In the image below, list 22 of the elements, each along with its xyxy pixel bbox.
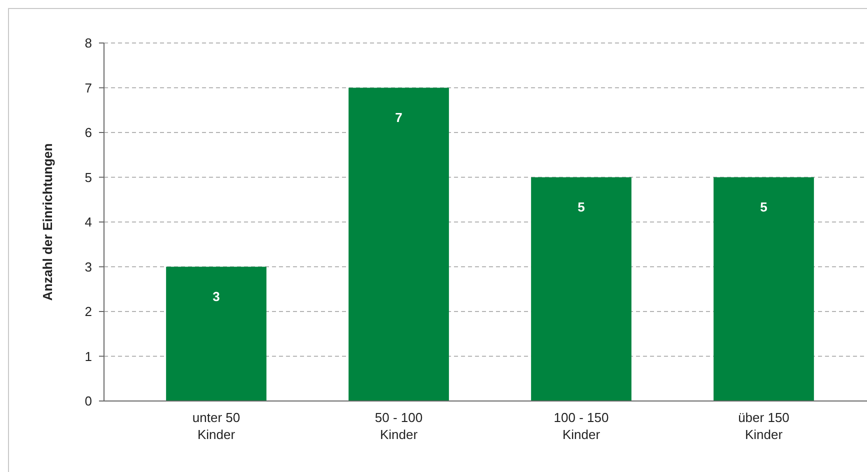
y-tick-label: 1 <box>84 348 92 364</box>
y-tick-label: 3 <box>84 259 92 274</box>
bar <box>714 177 814 401</box>
data-label: 7 <box>395 110 402 125</box>
bar <box>531 177 632 401</box>
data-label: 3 <box>212 288 220 304</box>
x-tick-label: 50 - 100 Kinder <box>374 410 423 442</box>
y-tick-label: 8 <box>84 36 92 51</box>
data-label: 5 <box>760 199 768 214</box>
y-tick-label: 4 <box>84 214 92 230</box>
x-tick-label: unter 50 Kinder <box>192 410 240 442</box>
y-axis-title: Anzahl der Einrichtungen <box>40 143 55 301</box>
y-tick-label: 7 <box>84 80 92 96</box>
data-label: 5 <box>578 199 585 214</box>
x-tick-label: über 150 Kinder <box>738 410 790 442</box>
y-tick-label: 2 <box>84 304 92 320</box>
bar <box>166 266 266 401</box>
x-tick-label: 100 - 150 Kinder <box>554 410 609 442</box>
y-tick-label: 5 <box>84 170 92 185</box>
bar <box>348 88 449 401</box>
y-tick-label: 0 <box>84 394 92 409</box>
y-tick-label: 6 <box>84 125 92 140</box>
